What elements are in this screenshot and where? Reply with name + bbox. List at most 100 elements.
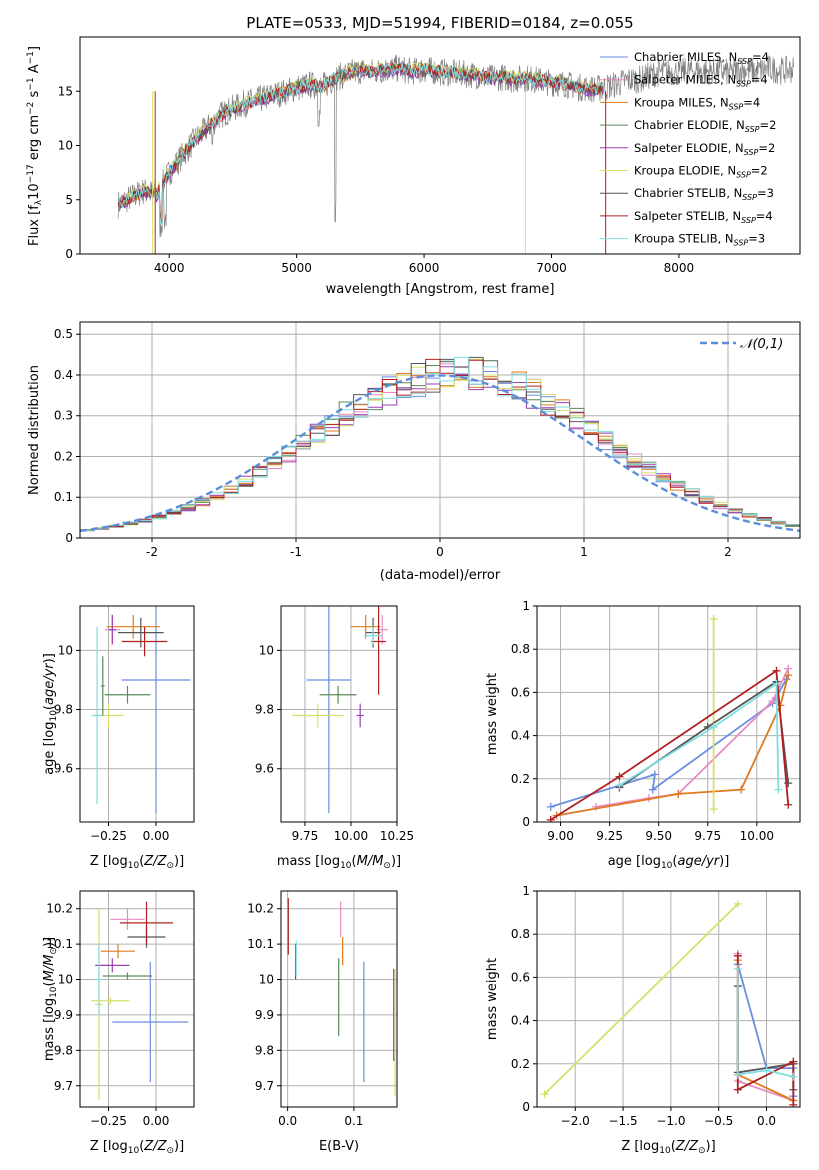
legend-label: Chabrier MILES, NSSP=4: [634, 50, 769, 66]
errorbar-point-k_elodie: [91, 997, 130, 1005]
weight_vs_Z-plot-area: [540, 899, 798, 1107]
y-tick-label: 10.2: [46, 902, 73, 916]
x-tick-label: −0.25: [90, 829, 127, 843]
errorbar-point-c_stelib: [118, 617, 164, 648]
y-tick-label: 0.8: [511, 642, 530, 656]
errorbar-point-k_stelib: [363, 626, 383, 645]
x-tick-label: −0.5: [704, 1114, 733, 1128]
residuals-plot-area: [80, 356, 800, 533]
x-tick-label: 10.00: [334, 829, 368, 843]
x-axis-label: age [log10(age/yr)]: [608, 854, 730, 871]
y-tick-label: 0.1: [54, 490, 73, 504]
x-tick-label: 6000: [409, 261, 440, 275]
errorbar-point-c_miles: [121, 606, 191, 814]
residuals-legend: 𝒩(0,1): [700, 337, 783, 352]
axes-frame: [79, 36, 801, 255]
x-tick-label: 9.00: [547, 829, 574, 843]
series-marker: [774, 785, 783, 794]
series-marker: [789, 1072, 798, 1081]
y-tick-label: 10: [58, 139, 73, 153]
series-marker: [733, 951, 742, 960]
x-axis-label: Z [log10(Z/Z⊙)]: [621, 1139, 715, 1156]
figure-title: PLATE=0533, MJD=51994, FIBERID=0184, z=0…: [246, 14, 633, 32]
errorbar-point-s_elodie: [108, 614, 117, 645]
mass_vs_Z-plot-area: [91, 901, 189, 1100]
series-marker: [762, 1066, 771, 1075]
y-tick-label: 1: [522, 599, 530, 613]
series-marker: [709, 805, 718, 814]
y-tick-label: 9.8: [255, 703, 274, 717]
y-tick-label: 0.5: [54, 327, 73, 341]
y-axis-label: mass [log10(M/M⊙)]: [42, 937, 59, 1061]
axes-frame: [79, 605, 195, 823]
y-tick-label: 0.2: [54, 449, 73, 463]
weight-series-s_stelib: [546, 666, 793, 822]
mass_vs_ebv-panel: 0.0 0.1 9.7 9.8 9.9 10 10.1 10.2: [247, 890, 398, 1128]
x-tick-label: −1.0: [656, 1114, 685, 1128]
y-tick-label: 10.1: [46, 937, 73, 951]
y-tick-label: 9.8: [54, 1043, 73, 1057]
x-tick-label: 4000: [154, 261, 185, 275]
y-tick-label: 0.2: [511, 1057, 530, 1071]
y-tick-label: 10: [58, 643, 73, 657]
y-tick-label: 0.6: [511, 970, 530, 984]
y-tick-label: 10: [259, 643, 274, 657]
errorbar-point-c_elodie: [319, 685, 357, 704]
x-tick-label: -2: [146, 545, 158, 559]
series-line: [544, 903, 739, 1095]
axes-frame: [536, 605, 801, 823]
series-marker: [648, 785, 657, 794]
series-marker: [546, 802, 555, 811]
legend-label: Kroupa MILES, NSSP=4: [634, 95, 760, 111]
y-tick-label: 9.9: [255, 1008, 274, 1022]
spectrum-model-k_elodie: [118, 61, 603, 216]
series-marker: [733, 964, 742, 973]
age_vs_Z-plot-area: [91, 606, 191, 814]
mass_vs_Z-panel: −0.25 0.00 9.7 9.8 9.9 10 10.1 10.2: [46, 890, 195, 1128]
y-tick-label: 10.1: [247, 937, 274, 951]
errorbar-point-s_stelib: [121, 626, 168, 657]
series-marker: [789, 1100, 798, 1107]
legend-label: Salpeter ELODIE, NSSP=2: [634, 141, 775, 157]
y-axis-label: mass weight: [485, 958, 500, 1040]
x-tick-label: 9.25: [596, 829, 623, 843]
series-marker: [733, 899, 742, 908]
y-tick-label: 0.8: [511, 927, 530, 941]
y-axis-label: Normed distribution: [27, 365, 42, 495]
series-marker: [615, 772, 624, 781]
errorbar-point-k_stelib: [91, 626, 103, 805]
y-tick-label: 5: [65, 193, 73, 207]
x-tick-label: 2: [724, 545, 732, 559]
spectrum-model-s_stelib: [117, 62, 603, 222]
y-axis-label: age [log10(age/yr)]: [42, 653, 59, 775]
weight_vs_age-plot-area: [546, 614, 793, 822]
series-marker: [768, 697, 777, 706]
weight-series-k_stelib: [615, 679, 783, 794]
weight-series-k_stelib: [733, 964, 798, 1081]
weight-series-k_miles: [552, 671, 793, 820]
y-tick-label: 9.7: [54, 1079, 73, 1093]
mass_vs_ebv-plot-area: [287, 898, 396, 1097]
x-tick-label: 7000: [536, 261, 567, 275]
x-tick-label: 10.00: [740, 829, 774, 843]
legend-label: Kroupa ELODIE, NSSP=2: [634, 164, 768, 180]
x-axis-label: mass [log10(M/M⊙)]: [277, 854, 401, 871]
x-tick-label: −2.0: [561, 1114, 590, 1128]
legend-label: Chabrier STELIB, NSSP=3: [634, 186, 774, 202]
y-tick-label: 0: [522, 1100, 530, 1114]
x-tick-label: 0.00: [143, 1114, 170, 1128]
x-tick-label: 8000: [664, 261, 695, 275]
errorbar-point-c_elodie: [100, 656, 105, 716]
y-tick-label: 0.4: [511, 729, 530, 743]
errorbar-point-k_miles: [350, 614, 381, 639]
y-tick-label: 9.8: [54, 703, 73, 717]
svg-text:Flux [fλ10−17 erg cm−2 s−1 A−1: Flux [fλ10−17 erg cm−2 s−1 A−1]: [26, 46, 44, 246]
x-tick-label: 0.0: [757, 1114, 776, 1128]
x-axis-label: E(B-V): [319, 1139, 359, 1154]
age_vs_mass-panel: 9.75 10.00 10.25 9.6 9.8 10: [255, 605, 414, 843]
x-tick-label: 0.0: [278, 1114, 297, 1128]
svg-text:mass [log10(M/M⊙)]: mass [log10(M/M⊙)]: [42, 937, 59, 1061]
series-line: [736, 968, 794, 1078]
series-line: [550, 669, 790, 821]
